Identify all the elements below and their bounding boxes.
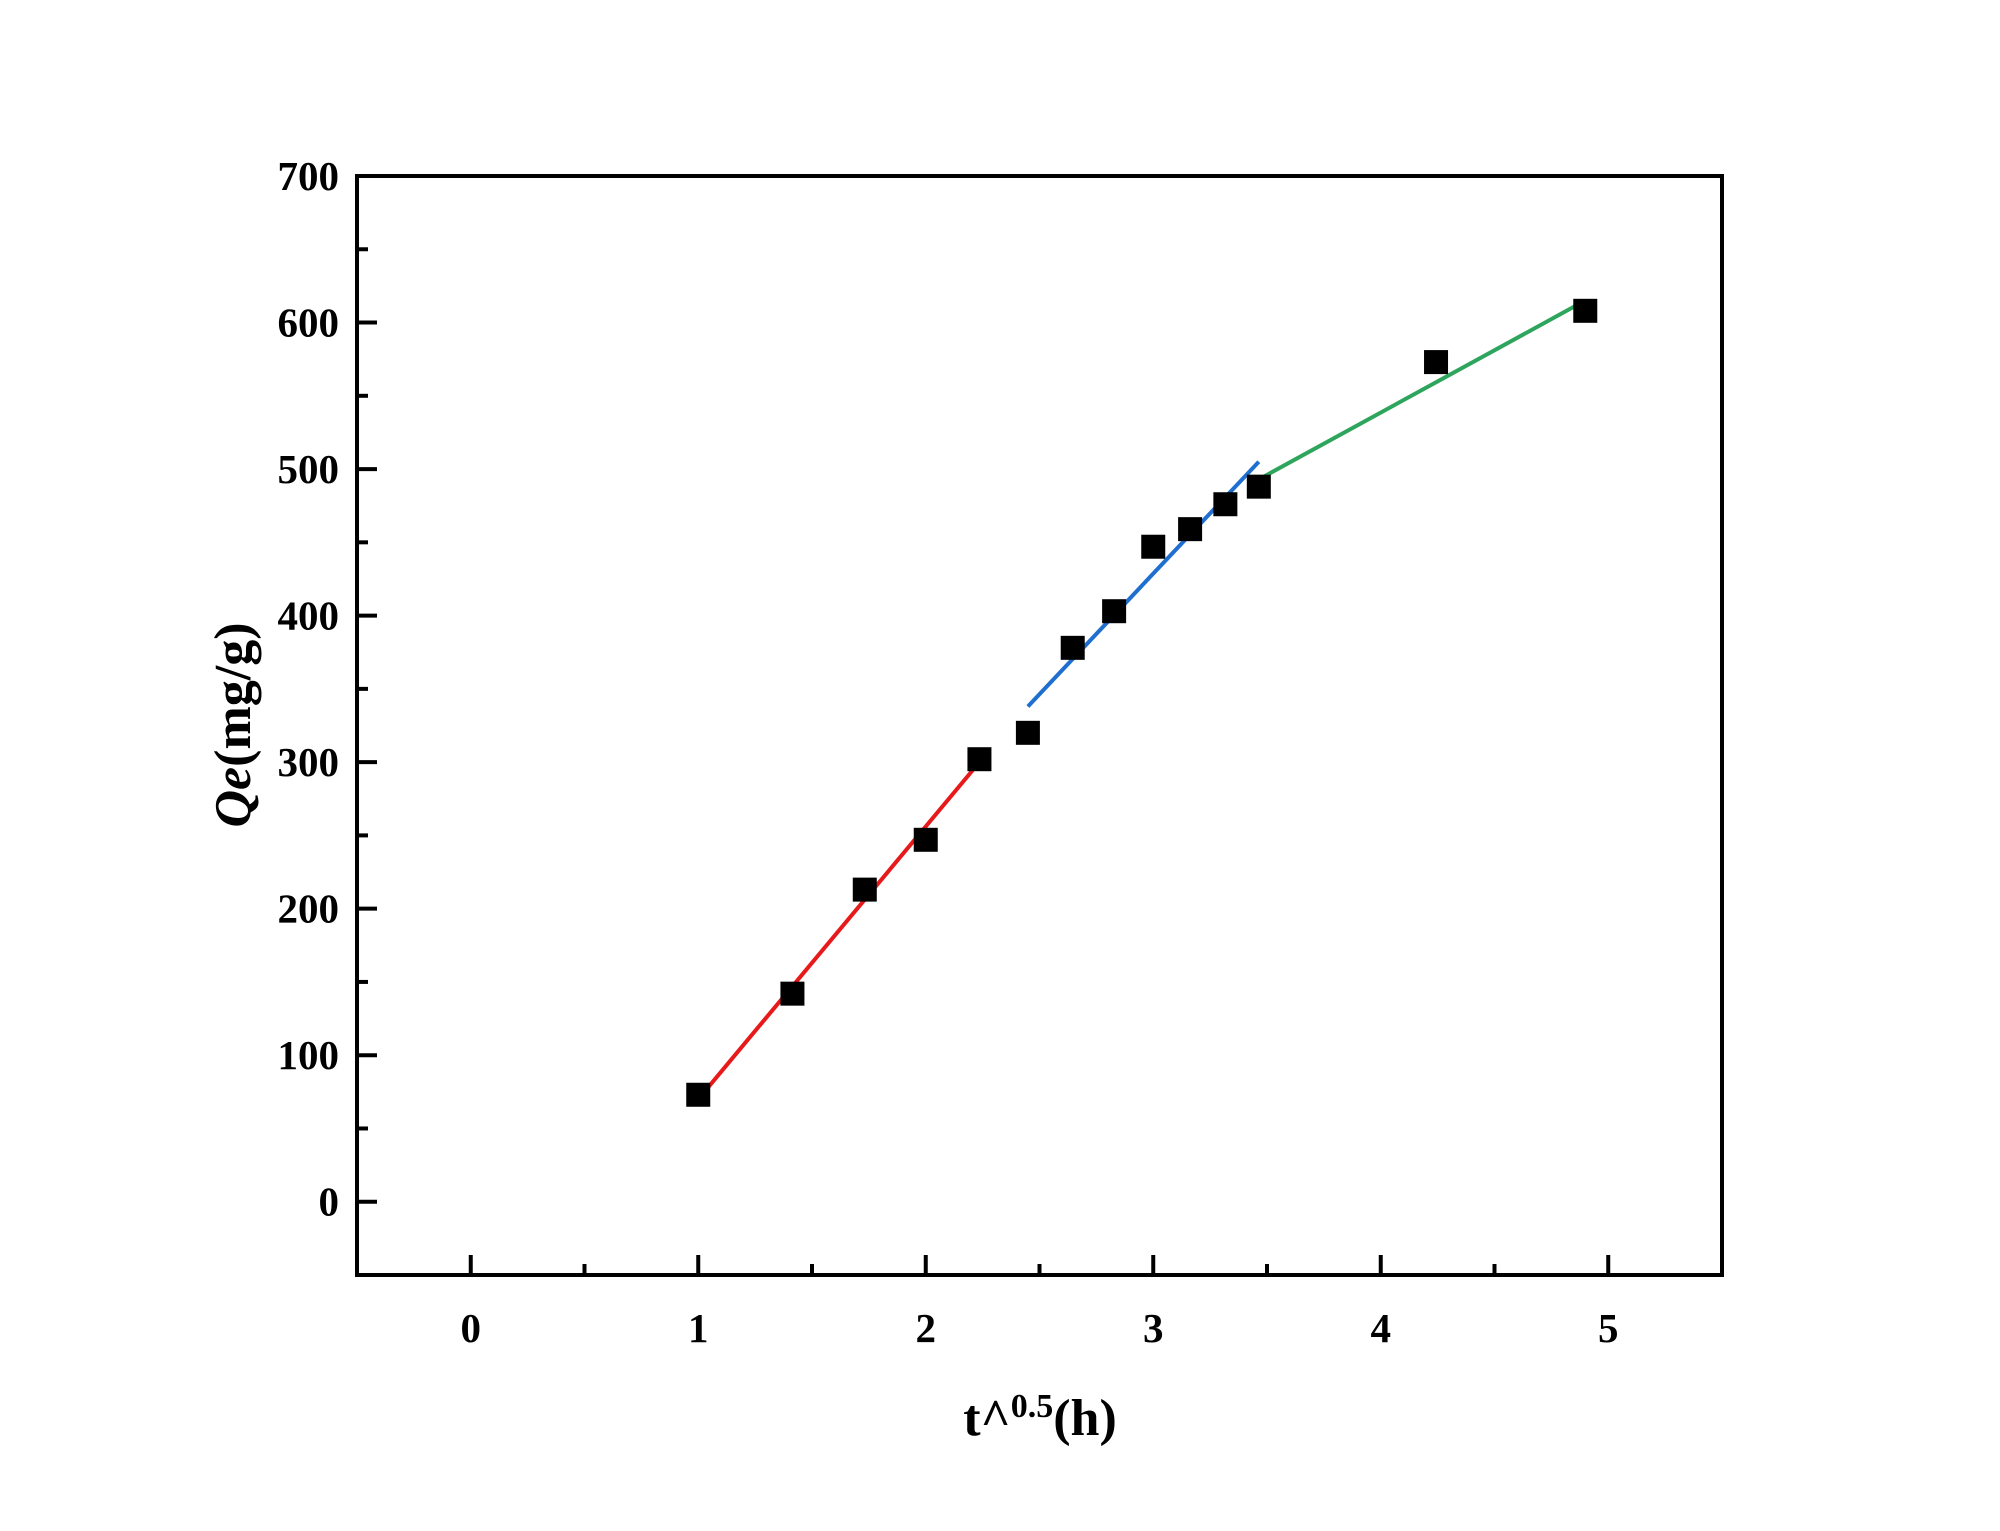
- data-point: [913, 827, 938, 852]
- y-title-part: (mg/g): [205, 622, 262, 766]
- y-tick-label: 200: [278, 886, 340, 932]
- y-tick-label: 0: [319, 1179, 340, 1225]
- data-point: [1424, 350, 1449, 375]
- y-title-part: Qe: [205, 767, 262, 828]
- fit-line: [696, 760, 981, 1101]
- data-point: [780, 981, 805, 1006]
- data-point: [1102, 599, 1127, 624]
- data-point: [1573, 298, 1598, 323]
- x-tick-label: 4: [1371, 1305, 1392, 1351]
- data-point: [1246, 474, 1271, 499]
- x-tick-label: 5: [1598, 1305, 1619, 1351]
- y-axis-title: Qe(mg/g): [205, 622, 262, 827]
- data-point: [1141, 534, 1166, 559]
- data-point: [967, 747, 992, 772]
- y-tick-label: 500: [278, 446, 340, 492]
- x-title-superscript: 0.5: [1011, 1388, 1054, 1425]
- x-tick-label: 2: [916, 1305, 937, 1351]
- data-point: [852, 877, 877, 902]
- x-tick-label: 0: [461, 1305, 482, 1351]
- y-tick-label: 700: [278, 153, 340, 199]
- x-tick-label: 3: [1143, 1305, 1164, 1351]
- y-tick-label: 400: [278, 593, 340, 639]
- data-point: [1060, 635, 1085, 660]
- data-point: [1178, 517, 1203, 542]
- x-title-part: t^: [963, 1390, 1011, 1447]
- data-point: [1213, 492, 1238, 517]
- x-title-part: (h): [1053, 1390, 1117, 1447]
- data-point: [686, 1082, 711, 1107]
- x-tick-label: 1: [688, 1305, 709, 1351]
- fit-line: [1257, 298, 1587, 482]
- x-axis-title: t^0.5(h): [963, 1388, 1117, 1447]
- y-tick-label: 600: [278, 300, 340, 346]
- y-tick-label: 100: [278, 1032, 340, 1078]
- data-point: [1015, 720, 1040, 745]
- y-tick-label: 300: [278, 739, 340, 785]
